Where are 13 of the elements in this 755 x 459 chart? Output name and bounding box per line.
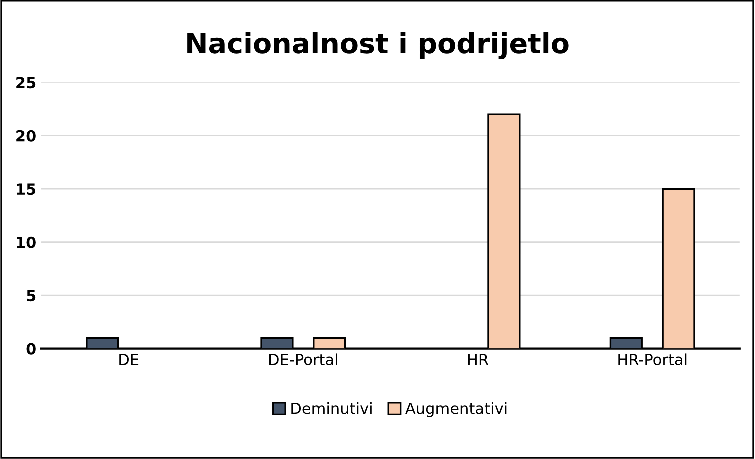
x-tick-label: HR-Portal	[618, 354, 687, 366]
chart-title: Nacionalnost i podrijetlo	[188, 32, 569, 60]
x-tick-label: DE-Portal	[270, 354, 338, 366]
y-tick-label: 10	[17, 236, 36, 248]
x-tick-label: DE	[120, 354, 139, 366]
y-tick-label: 25	[16, 77, 36, 89]
y-tick-label: 20	[16, 130, 36, 142]
legend-label: Augmentativi	[406, 402, 507, 418]
x-tick-label: HR	[468, 354, 489, 366]
y-tick-label: 15	[17, 184, 36, 196]
legend-label: Deminutivi	[292, 402, 372, 414]
y-tick-label: 5	[27, 290, 36, 302]
y-tick-label: 0	[26, 343, 36, 355]
